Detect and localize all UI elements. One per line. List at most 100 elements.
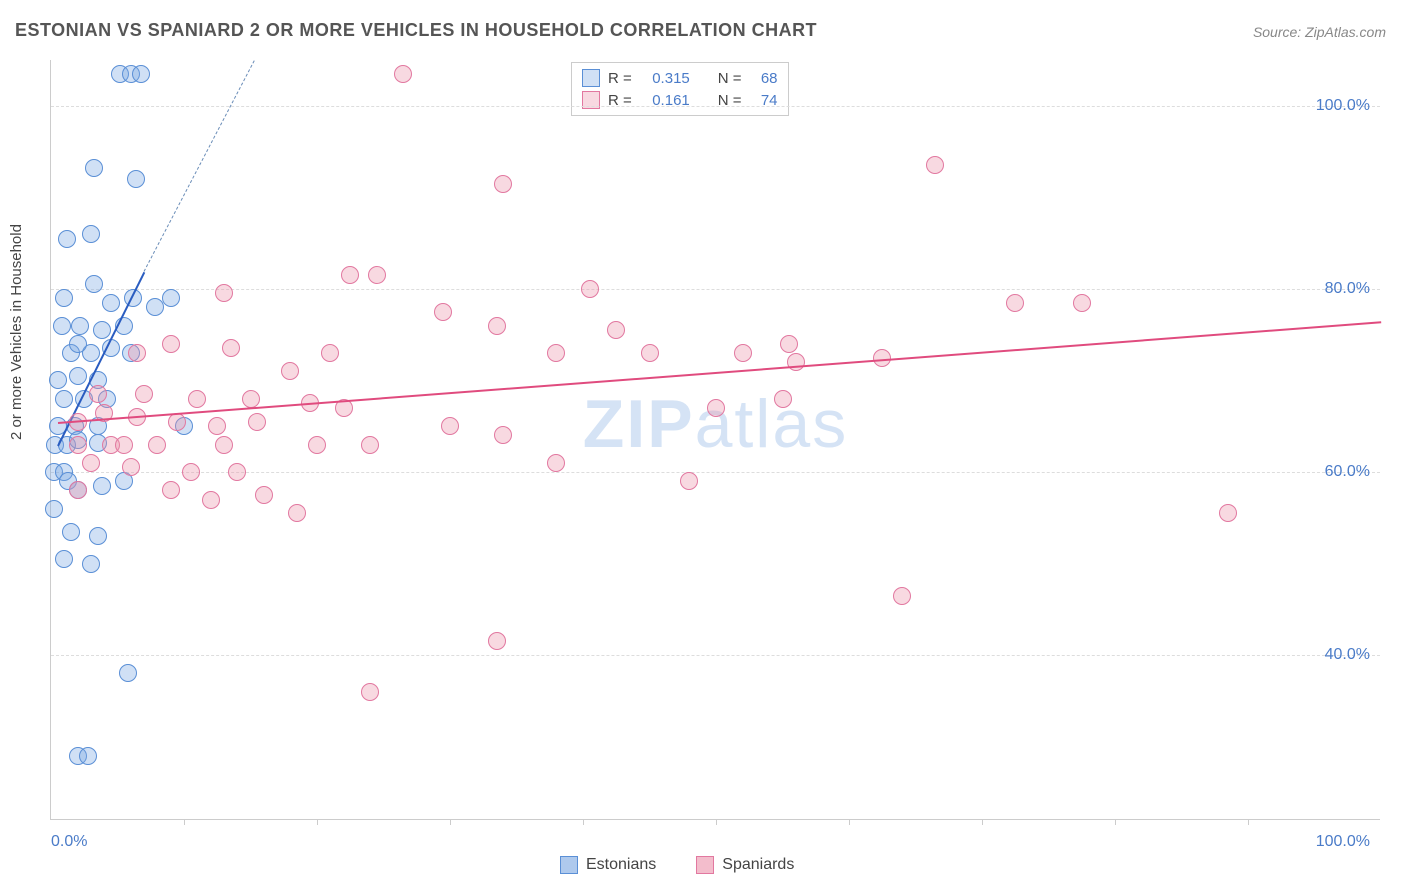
data-point (128, 344, 146, 362)
data-point (680, 472, 698, 490)
data-point (441, 417, 459, 435)
data-point (361, 436, 379, 454)
data-point (162, 481, 180, 499)
data-point (162, 289, 180, 307)
data-point (62, 523, 80, 541)
data-point (79, 747, 97, 765)
data-point (55, 289, 73, 307)
data-point (146, 298, 164, 316)
data-point (607, 321, 625, 339)
data-point (132, 65, 150, 83)
data-point (215, 284, 233, 302)
y-axis-label: 2 or more Vehicles in Household (8, 224, 25, 440)
gridline (51, 472, 1380, 473)
watermark: ZIPatlas (583, 385, 848, 463)
x-tick (583, 819, 584, 825)
data-point (1219, 504, 1237, 522)
data-point (288, 504, 306, 522)
y-tick-label: 80.0% (1325, 280, 1370, 298)
data-point (135, 385, 153, 403)
x-tick (716, 819, 717, 825)
data-point (893, 587, 911, 605)
data-point (488, 632, 506, 650)
data-point (93, 321, 111, 339)
data-point (188, 390, 206, 408)
chart-container: ESTONIAN VS SPANIARD 2 OR MORE VEHICLES … (0, 0, 1406, 892)
x-axis-min-label: 0.0% (51, 833, 87, 851)
legend-swatch (560, 856, 578, 874)
data-point (394, 65, 412, 83)
data-point (774, 390, 792, 408)
gridline (51, 289, 1380, 290)
data-point (122, 458, 140, 476)
data-point (707, 399, 725, 417)
data-point (734, 344, 752, 362)
data-point (494, 175, 512, 193)
data-point (202, 491, 220, 509)
data-point (787, 353, 805, 371)
plot-area: ZIPatlas R =0.315N =68R =0.161N =74 0.0%… (50, 60, 1380, 820)
data-point (148, 436, 166, 454)
data-point (308, 436, 326, 454)
data-point (581, 280, 599, 298)
data-point (53, 317, 71, 335)
data-point (494, 426, 512, 444)
data-point (162, 335, 180, 353)
r-value: 0.315 (640, 70, 690, 87)
data-point (182, 463, 200, 481)
data-point (228, 463, 246, 481)
data-point (69, 335, 87, 353)
data-point (89, 527, 107, 545)
data-point (488, 317, 506, 335)
data-point (58, 230, 76, 248)
legend-swatch (696, 856, 714, 874)
data-point (341, 266, 359, 284)
data-point (85, 159, 103, 177)
legend-series-label: Estonians (586, 856, 656, 874)
data-point (321, 344, 339, 362)
data-point (222, 339, 240, 357)
data-point (1073, 294, 1091, 312)
y-tick-label: 40.0% (1325, 646, 1370, 664)
data-point (82, 454, 100, 472)
data-point (93, 477, 111, 495)
gridline (51, 106, 1380, 107)
n-value: 68 (750, 70, 778, 87)
x-axis-max-label: 100.0% (1316, 833, 1370, 851)
data-point (926, 156, 944, 174)
legend-series-item: Spaniards (696, 856, 794, 874)
data-point (49, 371, 67, 389)
chart-title: ESTONIAN VS SPANIARD 2 OR MORE VEHICLES … (15, 20, 817, 41)
legend-series: Estonians Spaniards (560, 856, 794, 874)
y-tick-label: 100.0% (1316, 97, 1370, 115)
x-tick (1115, 819, 1116, 825)
data-point (89, 385, 107, 403)
legend-series-label: Spaniards (722, 856, 794, 874)
legend-swatch (582, 69, 600, 87)
data-point (55, 390, 73, 408)
data-point (82, 555, 100, 573)
data-point (780, 335, 798, 353)
legend-stats-row: R =0.315N =68 (582, 67, 778, 89)
trend-line-extrapolation (144, 60, 255, 271)
source-label: Source: ZipAtlas.com (1253, 24, 1386, 40)
data-point (127, 170, 145, 188)
x-tick (450, 819, 451, 825)
data-point (547, 454, 565, 472)
x-tick (184, 819, 185, 825)
data-point (242, 390, 260, 408)
data-point (55, 550, 73, 568)
data-point (115, 436, 133, 454)
legend-series-item: Estonians (560, 856, 656, 874)
x-tick (1248, 819, 1249, 825)
data-point (71, 317, 89, 335)
n-label: N = (718, 70, 742, 87)
data-point (85, 275, 103, 293)
data-point (361, 683, 379, 701)
data-point (119, 664, 137, 682)
data-point (547, 344, 565, 362)
legend-stats: R =0.315N =68R =0.161N =74 (571, 62, 789, 116)
data-point (45, 500, 63, 518)
data-point (69, 436, 87, 454)
data-point (434, 303, 452, 321)
